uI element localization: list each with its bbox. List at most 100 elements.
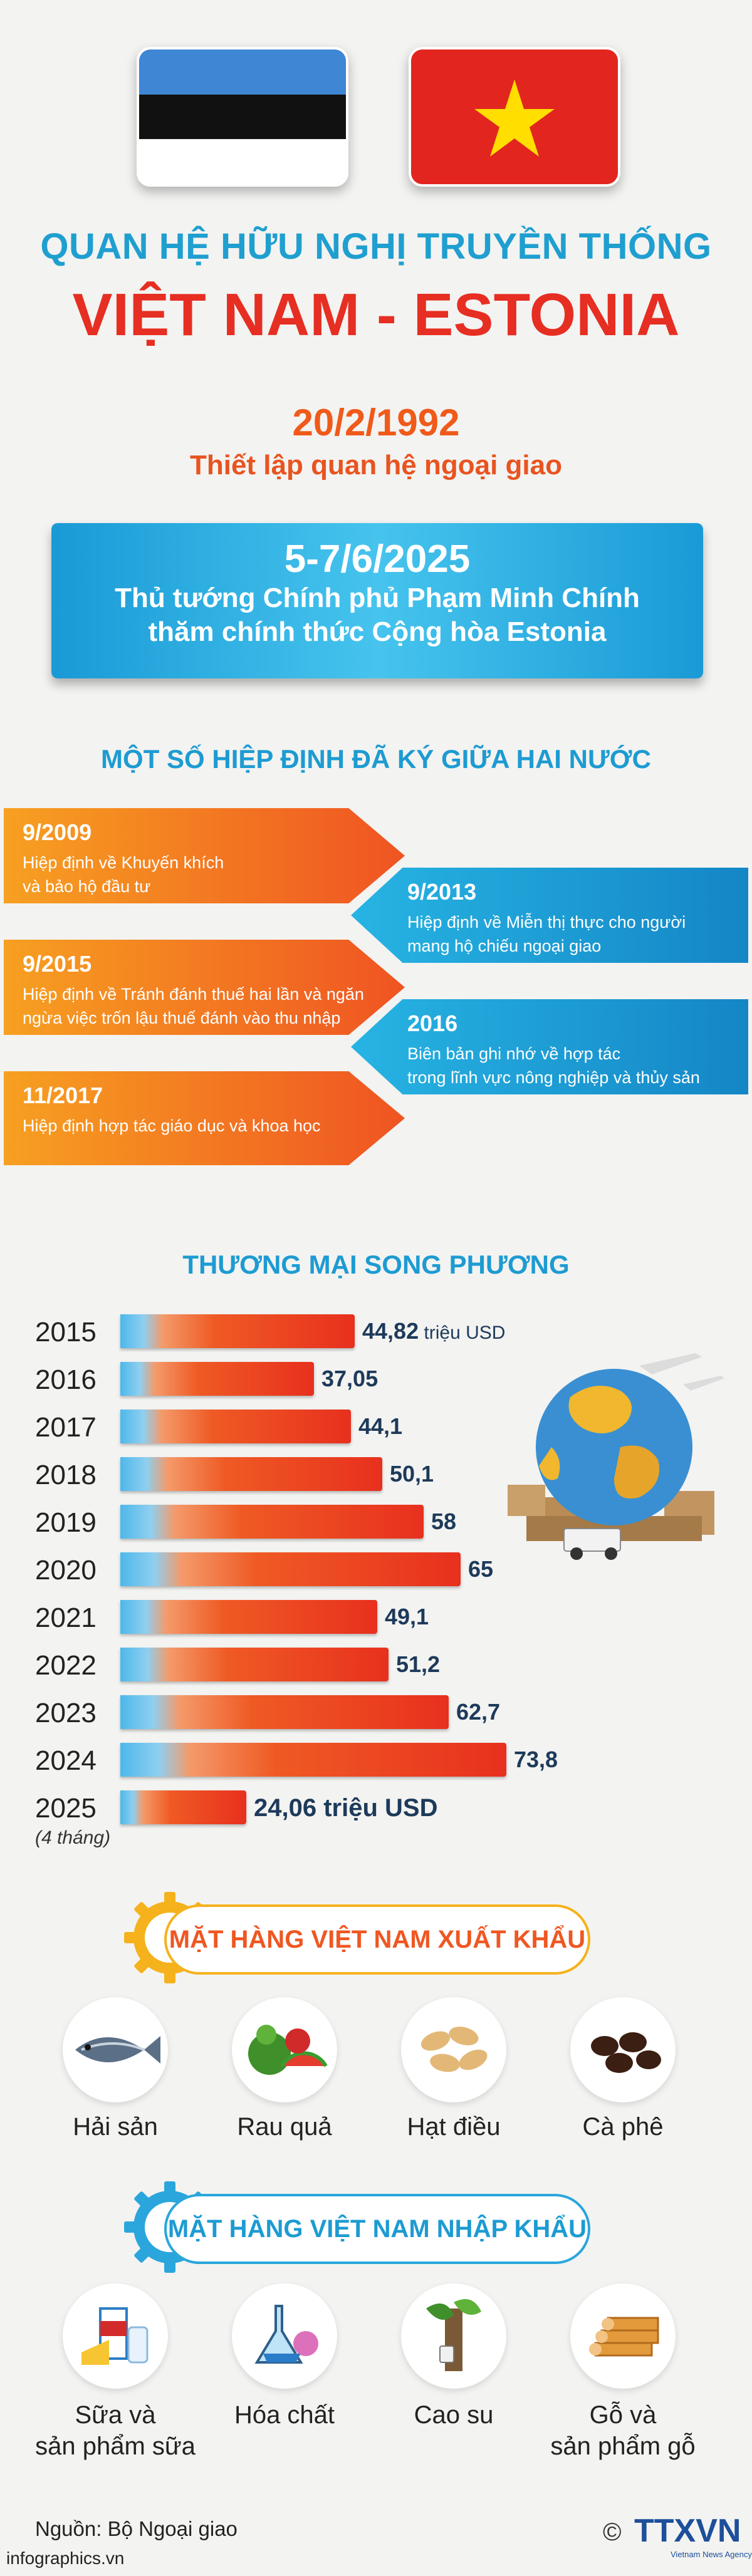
agreement-text: Hiệp định về Khuyến khích <box>23 853 224 872</box>
bar-value-label: 65 <box>468 1556 494 1582</box>
bar-year-label: 2024 <box>35 1745 97 1776</box>
globe-logistics-icon <box>508 1353 724 1560</box>
product-label: Hải sản <box>73 2113 158 2141</box>
rubber-tree-icon <box>426 2299 481 2371</box>
bar-value-label: 44,1 <box>358 1413 403 1439</box>
agreement-arrow: 9/2009 Hiệp định về Khuyến khích và bảo … <box>4 808 405 903</box>
fish-icon <box>75 2036 160 2064</box>
bar-unit-label: triệu USD <box>419 1322 506 1343</box>
bar-year-label: 2025 <box>35 1793 97 1824</box>
trade-title: THƯƠNG MẠI SONG PHƯƠNG <box>182 1250 570 1279</box>
product-label-line: Sữa và <box>75 2401 156 2429</box>
chemical-flask-icon <box>254 2305 318 2364</box>
bar-2017 <box>120 1410 351 1443</box>
bar-value-label: 50,1 <box>390 1461 434 1487</box>
product-label-line: Gỗ và <box>589 2401 657 2429</box>
bar-2018 <box>120 1457 382 1491</box>
product-circle <box>232 2283 337 2389</box>
trade-bar-chart: 2015 44,82 triệu USD 2016 37,05 2017 44,1 2018… <box>0 1303 752 1867</box>
note-2025: (4 tháng) <box>35 1827 111 1848</box>
agreement-text: trong lĩnh vực nông nghiệp và thủy sản <box>407 1068 700 1087</box>
coffee-icon <box>591 2032 661 2073</box>
agreement-year: 2016 <box>407 1010 458 1036</box>
agreement-year: 9/2013 <box>407 879 477 905</box>
product-circle <box>570 2283 676 2389</box>
product-label: Hạt điều <box>407 2113 501 2141</box>
bar-value-label: 58 <box>431 1509 457 1534</box>
bar-year-label: 2021 <box>35 1602 97 1633</box>
visit-line2: thăm chính thức Cộng hòa Estonia <box>148 616 607 647</box>
bar-year-label: 2018 <box>35 1460 97 1490</box>
agreement-text: Biên bản ghi nhớ về hợp tác <box>407 1044 621 1063</box>
source-text: Nguồn: Bộ Ngoại giao <box>35 2517 238 2540</box>
bar-value-label: 51,2 <box>396 1651 441 1677</box>
bar-2021 <box>120 1600 377 1634</box>
agreement-text: ngừa việc trốn lậu thuế đánh vào thu nhậ… <box>23 1009 341 1027</box>
agreement-year: 11/2017 <box>23 1083 103 1108</box>
product-circle <box>232 1997 337 2102</box>
product-circle <box>401 1997 506 2102</box>
visit-line1: Thủ tướng Chính phủ Phạm Minh Chính <box>115 583 640 613</box>
visit-date: 5-7/6/2025 <box>284 538 471 581</box>
bar-unit-label: triệu USD <box>316 1794 438 1822</box>
cashew-icon <box>420 2027 488 2072</box>
brand-subtitle: Vietnam News Agency <box>671 2550 752 2559</box>
agreement-arrow: 11/2017 Hiệp định hợp tác giáo dục và kh… <box>4 1071 405 1165</box>
bar-value-label: 37,05 <box>321 1366 379 1391</box>
wood-icon <box>589 2317 659 2357</box>
brand-logo: TTXVN <box>634 2513 741 2549</box>
product-label: Cà phê <box>582 2113 664 2141</box>
agreement-text: mang hộ chiếu ngoại giao <box>407 937 602 955</box>
agreements-title: MỘT SỐ HIỆP ĐỊNH ĐÃ KÝ GIỮA HAI NƯỚC <box>101 744 651 774</box>
establish-label: Thiết lập quan hệ ngoại giao <box>189 450 563 480</box>
bar-year-label: 2022 <box>35 1650 97 1681</box>
bar-year-label: 2015 <box>35 1317 97 1348</box>
bar-year-label: 2019 <box>35 1507 97 1538</box>
bar-2022 <box>120 1648 389 1681</box>
product-label: Hóa chất <box>234 2401 335 2429</box>
agreement-year: 9/2015 <box>23 951 92 977</box>
bar-value-label: 73,8 <box>514 1747 558 1772</box>
title-line2: VIỆT NAM - ESTONIA <box>72 281 680 348</box>
bar-2024 <box>120 1743 506 1777</box>
product-label-line: sản phẩm gỗ <box>550 2433 696 2460</box>
agreement-arrow: 9/2013 Hiệp định về Miễn thị thực cho ng… <box>351 868 748 963</box>
product-label: Sữa và sản phẩm sữa <box>34 2399 197 2462</box>
vegetables-icon <box>248 2025 328 2075</box>
product-label: Gỗ và sản phẩm gỗ <box>541 2399 704 2462</box>
bar-year-label: 2020 <box>35 1555 97 1586</box>
title-line1: QUAN HỆ HỮU NGHỊ TRUYỀN THỐNG <box>40 226 712 267</box>
bar-value-label: 44,82 triệu USD <box>362 1318 506 1344</box>
agreement-arrow: 9/2015 Hiệp định về Tránh đánh thuế hai … <box>4 940 405 1035</box>
bar-2016 <box>120 1362 314 1396</box>
bar-2025 <box>120 1790 246 1824</box>
establish-date: 20/2/1992 <box>292 402 460 444</box>
bar-2023 <box>120 1695 449 1729</box>
copyright-symbol: © <box>603 2518 622 2546</box>
agreement-text: Hiệp định hợp tác giáo dục và khoa học <box>23 1116 321 1135</box>
bar-value-label: 62,7 <box>456 1699 501 1725</box>
product-circle <box>63 1997 168 2102</box>
milk-icon <box>81 2307 149 2365</box>
bar-value-label: 24,06 triệu USD <box>254 1794 438 1822</box>
agreement-text: Hiệp định về Tránh đánh thuế hai lần và … <box>23 985 364 1004</box>
vietnam-star-icon <box>474 80 555 157</box>
agreement-arrow: 2016 Biên bản ghi nhớ về hợp tác trong l… <box>351 999 748 1094</box>
product-circle <box>63 2283 168 2389</box>
product-label-line: sản phẩm sữa <box>35 2433 196 2460</box>
agreement-year: 9/2009 <box>23 819 92 845</box>
agreement-text: Hiệp định về Miễn thị thực cho người <box>407 913 686 932</box>
bar-2019 <box>120 1505 424 1539</box>
product-circle <box>570 1997 676 2102</box>
imports-title: MẶT HÀNG VIỆT NAM NHẬP KHẨU <box>164 2194 590 2264</box>
bar-year-label: 2017 <box>35 1412 97 1443</box>
visit-box: 5-7/6/2025 Thủ tướng Chính phủ Phạm Minh… <box>51 523 703 678</box>
bar-2015 <box>120 1314 355 1348</box>
product-label: Rau quả <box>237 2113 332 2141</box>
bar-2020 <box>120 1552 461 1586</box>
agreement-text: và bảo hộ đầu tư <box>23 877 151 896</box>
bar-year-label: 2023 <box>35 1698 97 1728</box>
vietnam-flag <box>409 47 620 187</box>
estonia-flag <box>137 47 348 187</box>
product-label: Cao su <box>414 2401 494 2429</box>
